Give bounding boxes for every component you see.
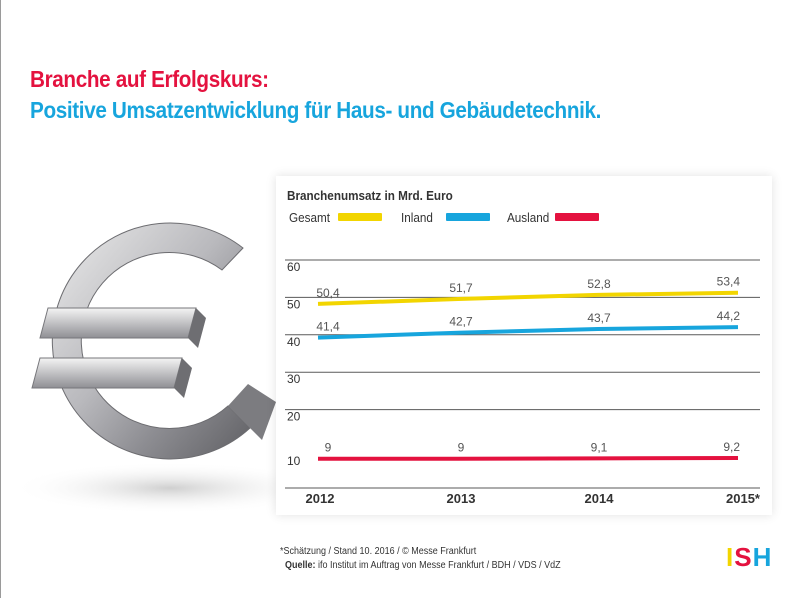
series-line-ausland: [318, 456, 739, 461]
data-label-ausland-2: 9,1: [591, 440, 608, 454]
data-label-gesamt-1: 51,7: [449, 281, 473, 295]
footnote-estimate: *Schätzung / Stand 10. 2016 / © Messe Fr…: [280, 546, 477, 557]
data-label-ausland-1: 9: [458, 441, 465, 455]
ish-logo: ISH: [726, 542, 776, 572]
footnote-source: Quelle: ifo Institut im Auftrag von Mess…: [285, 560, 561, 571]
legend-label-gesamt: Gesamt: [289, 209, 330, 225]
data-label-inland-0: 41,4: [316, 320, 340, 334]
data-label-ausland-3: 9,2: [723, 440, 740, 454]
subheadline: Positive Umsatzentwicklung für Haus- und…: [30, 97, 602, 123]
y-tick-label-30: 30: [287, 372, 301, 386]
ish-logo-letter-s: S: [734, 542, 753, 572]
ish-logo-letter-h: H: [752, 542, 773, 572]
y-tick-label-40: 40: [287, 335, 301, 349]
legend-swatch-inland: [446, 213, 490, 221]
x-tick-label-1: 2013: [447, 491, 476, 506]
data-label-gesamt-0: 50,4: [316, 286, 340, 300]
headline: Branche auf Erfolgskurs:: [30, 66, 269, 92]
y-tick-label-20: 20: [287, 410, 301, 424]
x-tick-label-3: 2015*: [726, 491, 761, 506]
series-line-gesamt: [317, 290, 739, 306]
legend-swatch-gesamt: [338, 213, 382, 221]
source-label: Quelle:: [285, 560, 316, 571]
data-label-ausland-0: 9: [325, 441, 332, 455]
data-label-inland-1: 42,7: [449, 315, 473, 329]
x-tick-label-0: 2012: [306, 491, 335, 506]
legend-label-inland: Inland: [401, 209, 433, 225]
ish-logo-letter-i: I: [726, 542, 735, 572]
chart-title: Branchenumsatz in Mrd. Euro: [287, 188, 453, 203]
source-text: ifo Institut im Auftrag von Messe Frankf…: [318, 560, 561, 571]
data-label-inland-2: 43,7: [587, 311, 611, 325]
data-label-inland-3: 44,2: [717, 309, 741, 323]
data-label-gesamt-2: 52,8: [587, 277, 611, 291]
x-tick-label-2: 2014: [585, 491, 615, 506]
frame-border-line: [0, 0, 1, 598]
y-tick-label-50: 50: [287, 297, 301, 311]
series-line-inland: [317, 325, 739, 340]
y-tick-label-10: 10: [287, 454, 301, 468]
legend-label-ausland: Ausland: [507, 209, 550, 225]
legend-swatch-ausland: [555, 213, 599, 221]
legend-item-gesamt: Gesamt: [289, 208, 335, 226]
y-tick-label-60: 60: [287, 260, 301, 274]
euro-sign-illustration: [10, 222, 330, 514]
legend-item-ausland: Ausland: [507, 208, 554, 226]
legend-item-inland: Inland: [401, 208, 436, 226]
data-label-gesamt-3: 53,4: [717, 275, 741, 289]
